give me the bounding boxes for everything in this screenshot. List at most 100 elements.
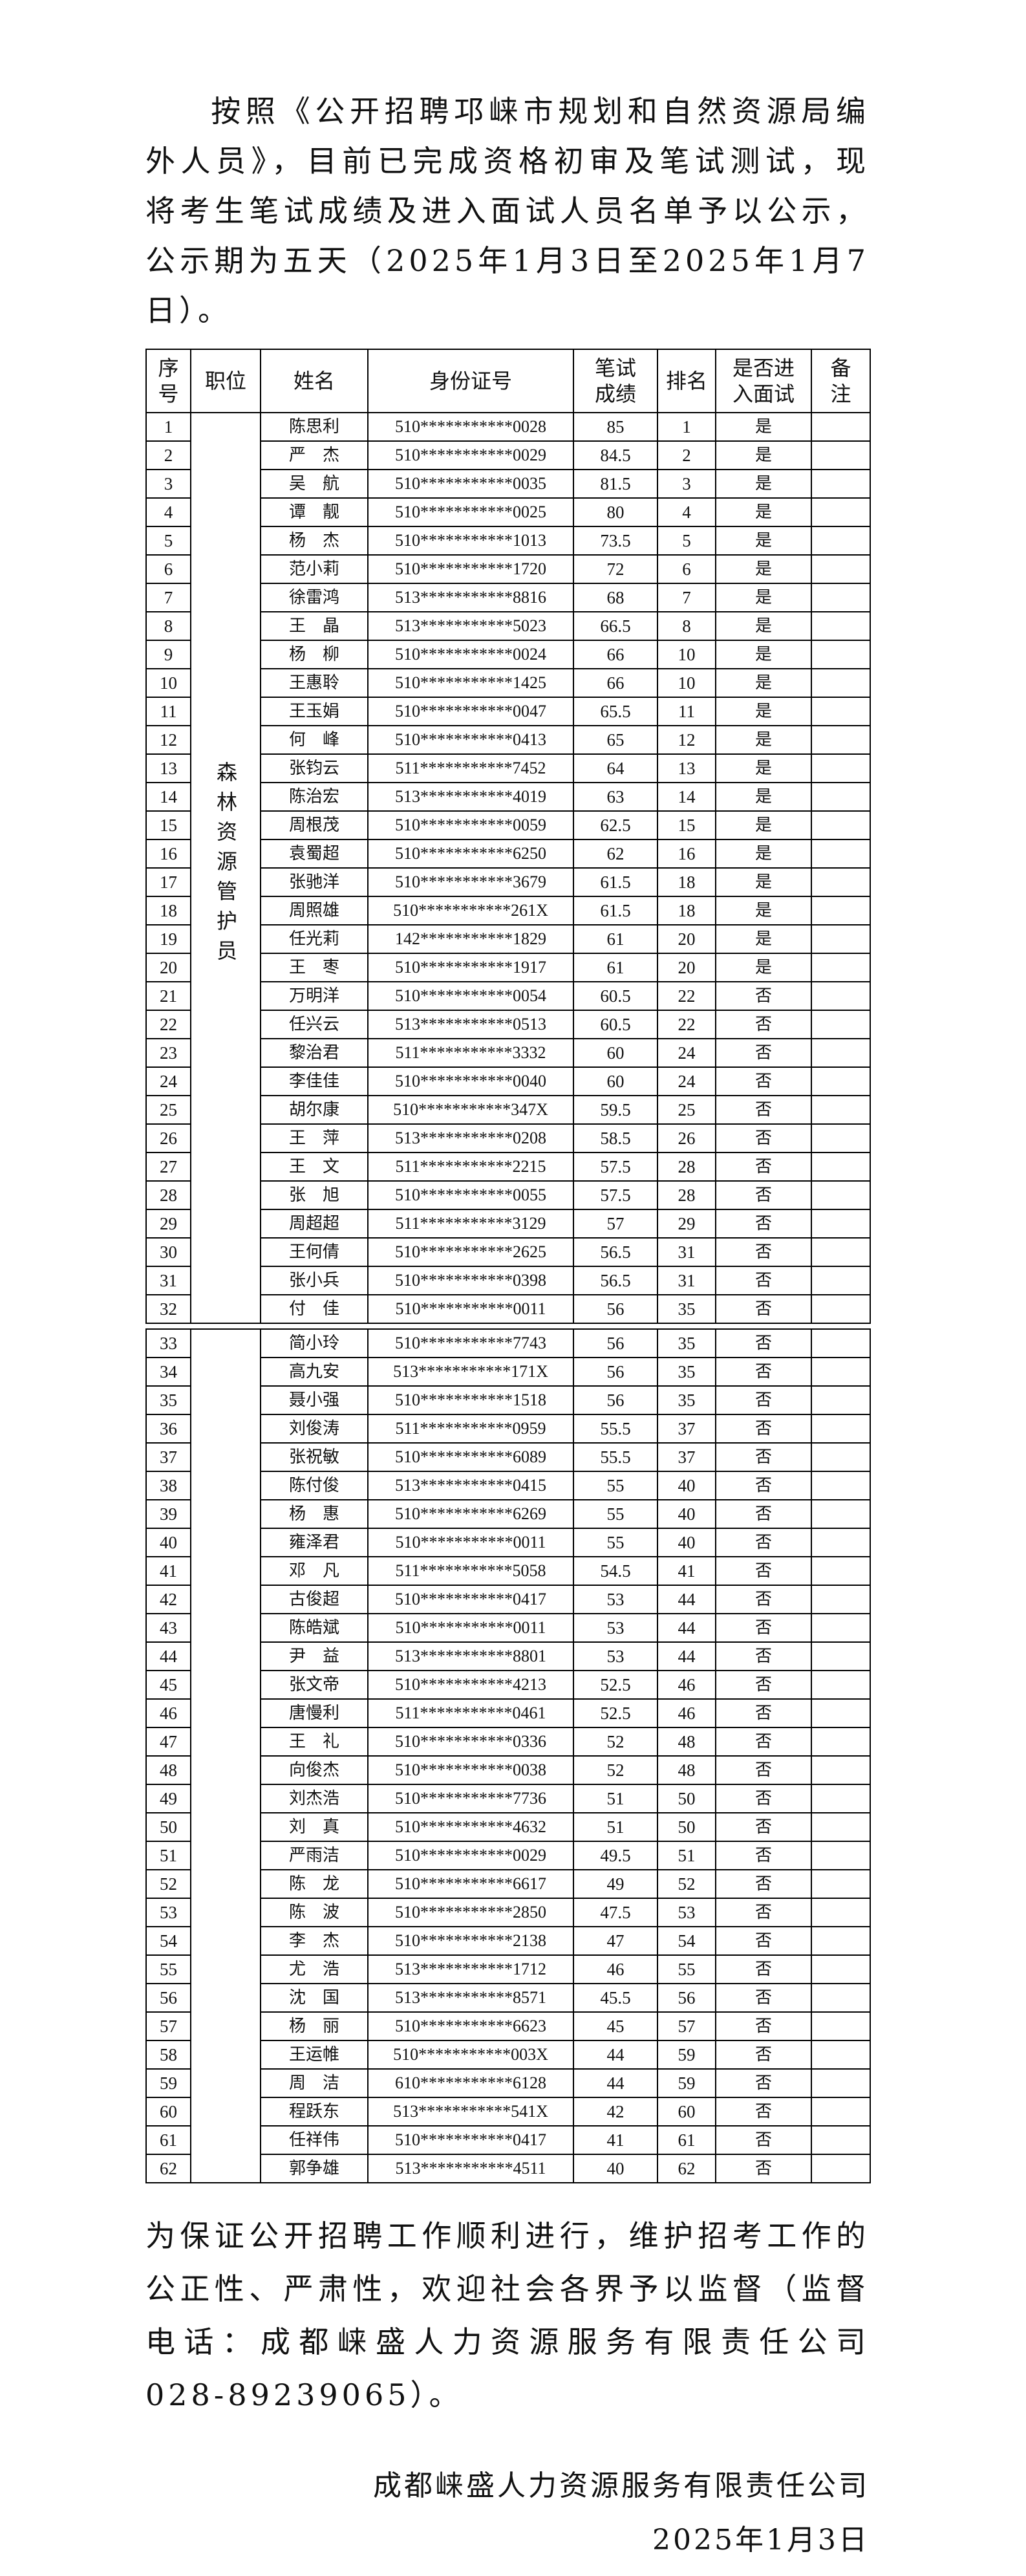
row-rank: 40 [657,1499,716,1529]
row-remark [811,981,871,1011]
row-name: 任兴云 [260,1010,369,1039]
row-score: 53 [573,1585,658,1614]
table-row: 37 张祝敏 510***********6089 55.5 37 否 [145,1442,871,1472]
row-name: 陈付俊 [260,1471,369,1500]
table-row: 62 郭争雄 513***********4511 40 62 否 [145,2154,871,2183]
row-rank: 18 [657,896,716,925]
row-seq: 23 [145,1038,191,1068]
row-remark [811,1869,871,1899]
row-remark [811,1983,871,2013]
row-name: 王 文 [260,1152,369,1182]
row-score: 44 [573,2040,658,2070]
row-score: 56 [573,1294,658,1324]
row-id-number: 510***********4213 [367,1670,574,1700]
row-id-number: 510***********6269 [367,1499,574,1529]
row-interview-status: 是 [715,440,812,470]
table-row: 36 刘俊涛 511***********0959 55.5 37 否 [145,1414,871,1444]
row-rank: 37 [657,1414,716,1444]
row-seq: 48 [145,1755,191,1785]
row-id-number: 511***********3129 [367,1209,574,1239]
row-remark [811,753,871,783]
table-row: 41 邓 凡 511***********5058 54.5 41 否 [145,1556,871,1586]
row-interview-status: 否 [715,1152,812,1182]
row-interview-status: 否 [715,1442,812,1472]
row-rank: 56 [657,1983,716,2013]
row-id-number: 510***********0040 [367,1066,574,1096]
row-rank: 24 [657,1066,716,1096]
row-interview-status: 是 [715,497,812,527]
row-rank: 4 [657,497,716,527]
row-rank: 35 [657,1357,716,1387]
row-id-number: 142***********1829 [367,924,574,954]
row-name: 杨 柳 [260,640,369,669]
row-remark [811,1266,871,1295]
row-score: 65 [573,725,658,755]
row-rank: 7 [657,583,716,612]
row-rank: 41 [657,1556,716,1586]
row-seq: 52 [145,1869,191,1899]
table-row: 51 严雨洁 510***********0029 49.5 51 否 [145,1841,871,1870]
row-score: 57 [573,1209,658,1239]
header-interview: 是否进入面试 [715,349,812,413]
row-seq: 13 [145,753,191,783]
row-remark [811,867,871,897]
row-seq: 11 [145,697,191,726]
row-seq: 37 [145,1442,191,1472]
row-name: 吴 航 [260,469,369,499]
row-score: 57.5 [573,1152,658,1182]
row-interview-status: 否 [715,1670,812,1700]
row-name: 任祥伟 [260,2125,369,2155]
row-remark [811,640,871,669]
row-interview-status: 否 [715,1471,812,1500]
row-id-number: 510***********6089 [367,1442,574,1472]
row-id-number: 610***********6128 [367,2068,574,2098]
row-rank: 35 [657,1328,716,1358]
row-seq: 20 [145,953,191,982]
row-name: 向俊杰 [260,1755,369,1785]
row-score: 52 [573,1727,658,1757]
row-remark [811,1556,871,1586]
notice-paragraph: 为保证公开招聘工作顺利进行，维护招考工作的公正性、严肃性，欢迎社会各界予以监督（… [145,2218,870,2412]
row-rank: 2 [657,440,716,470]
row-score: 81.5 [573,469,658,499]
row-name: 黎治君 [260,1038,369,1068]
row-interview-status: 否 [715,1499,812,1529]
row-seq: 40 [145,1528,191,1557]
row-name: 沈 国 [260,1983,369,2013]
table-row: 11 王玉娟 510***********0047 65.5 11 是 [145,697,871,726]
row-rank: 51 [657,1841,716,1870]
row-score: 61 [573,924,658,954]
row-name: 范小莉 [260,554,369,584]
header-score: 笔试成绩 [573,349,658,413]
row-seq: 10 [145,668,191,698]
row-name: 张文帝 [260,1670,369,1700]
row-interview-status: 是 [715,782,812,812]
row-seq: 9 [145,640,191,669]
header-name: 姓名 [260,349,369,413]
row-interview-status: 否 [715,1641,812,1671]
row-remark [811,1442,871,1472]
row-seq: 5 [145,526,191,556]
row-remark [811,1010,871,1039]
row-score: 45 [573,2011,658,2041]
row-remark [811,1755,871,1785]
row-rank: 54 [657,1926,716,1956]
row-name: 杨 丽 [260,2011,369,2041]
row-remark [811,1294,871,1324]
row-remark [811,1066,871,1096]
table-row: 40 雍泽君 510***********0011 55 40 否 [145,1528,871,1557]
table-row: 18 周照雄 510***********261X 61.5 18 是 [145,896,871,925]
row-seq: 56 [145,1983,191,2013]
row-id-number: 513***********0513 [367,1010,574,1039]
row-interview-status: 否 [715,2125,812,2155]
row-id-number: 510***********7743 [367,1328,574,1358]
row-interview-status: 是 [715,469,812,499]
row-id-number: 510***********2850 [367,1898,574,1927]
row-interview-status: 否 [715,1038,812,1068]
row-name: 谭 靓 [260,497,369,527]
row-id-number: 510***********0398 [367,1266,574,1295]
row-id-number: 513***********0415 [367,1471,574,1500]
row-rank: 50 [657,1812,716,1842]
